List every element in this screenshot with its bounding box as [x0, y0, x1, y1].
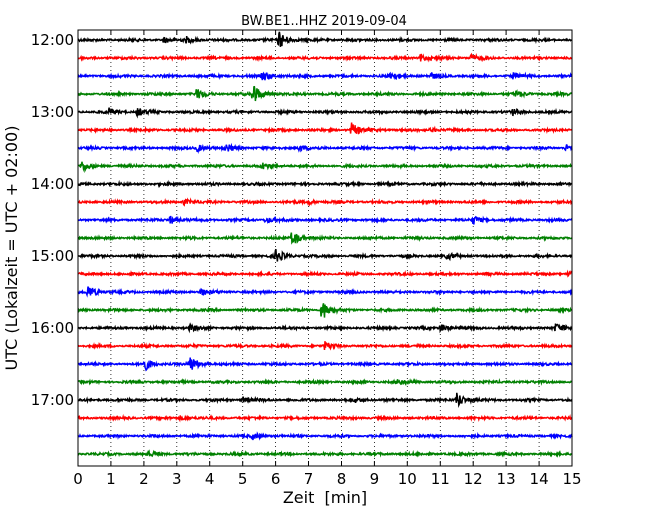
trace-line: [77, 31, 573, 48]
y-tick-label: 15:00: [31, 247, 74, 265]
trace-line: [77, 142, 573, 155]
x-tick-label: 5: [238, 470, 248, 488]
x-tick-label: 10: [398, 470, 417, 488]
trace-line: [77, 71, 573, 81]
x-tick-label: 12: [464, 470, 483, 488]
y-tick-label: 14:00: [31, 175, 74, 193]
trace-line: [77, 357, 573, 372]
x-tick-label: 9: [370, 470, 380, 488]
plot-frame: [77, 29, 573, 467]
trace-line: [77, 107, 573, 119]
chart-title: BW.BE1..HHZ 2019-09-04: [241, 14, 407, 29]
x-tick-label: 3: [172, 470, 182, 488]
trace-line: [77, 413, 573, 423]
trace-line: [77, 85, 573, 102]
trace-line: [77, 449, 573, 459]
x-axis-title: Zeit [min]: [283, 488, 367, 507]
x-tick-label: 1: [106, 470, 116, 488]
trace-line: [77, 215, 573, 225]
x-tick-label: 15: [562, 470, 581, 488]
trace-line: [77, 161, 573, 174]
x-tick-label: 14: [530, 470, 549, 488]
trace-line: [77, 197, 573, 207]
grid-lines: [110, 30, 540, 466]
trace-lines: [77, 31, 573, 459]
trace-line: [77, 303, 573, 318]
trace-line: [77, 122, 573, 135]
trace-line: [77, 392, 573, 408]
trace-line: [77, 431, 573, 441]
y-tick-label: 13:00: [31, 103, 74, 121]
axis-ticks: 0 1 2 3 4 5 6 7 8 9 10 11 12 13 14 1512:0013:0014:0015:…: [31, 30, 582, 488]
y-tick-label: 17:00: [31, 391, 74, 409]
trace-line: [77, 322, 573, 334]
trace-line: [77, 377, 573, 387]
x-tick-label: 7: [304, 470, 314, 488]
y-axis-title: UTC (Lokalzeit = UTC + 02:00): [2, 126, 21, 371]
x-tick-label: 6: [271, 470, 281, 488]
trace-line: [77, 248, 573, 262]
x-tick-label: 2: [139, 470, 149, 488]
x-tick-label: 4: [205, 470, 215, 488]
trace-line: [77, 341, 573, 351]
trace-line: [77, 179, 573, 188]
x-tick-label: 8: [337, 470, 347, 488]
trace-line: [77, 232, 573, 245]
x-tick-label: 13: [497, 470, 516, 488]
trace-line: [77, 269, 573, 278]
x-tick-label: 0: [73, 470, 83, 488]
y-tick-label: 16:00: [31, 319, 74, 337]
y-tick-label: 12:00: [31, 31, 74, 49]
trace-line: [77, 52, 573, 63]
trace-line: [77, 286, 573, 298]
x-tick-label: 11: [431, 470, 450, 488]
